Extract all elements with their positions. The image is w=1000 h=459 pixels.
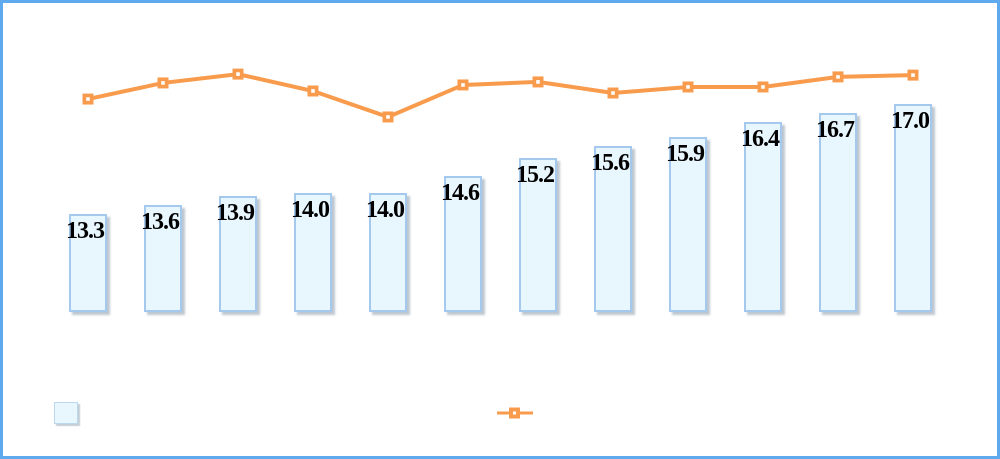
- line-marker-center-dot: [311, 89, 315, 93]
- line-marker-center-dot: [611, 91, 615, 95]
- bar: [894, 104, 932, 312]
- bar: [594, 145, 632, 312]
- bar-data-label: 15.9: [666, 141, 705, 168]
- bar: [819, 113, 857, 312]
- line-marker-icon: [757, 81, 769, 93]
- line-marker-icon: [532, 76, 544, 88]
- line-marker-center-dot: [761, 85, 765, 89]
- line-marker-center-dot: [686, 85, 690, 89]
- line-marker-icon: [457, 79, 469, 91]
- line-marker-icon: [682, 81, 694, 93]
- bar: [69, 214, 107, 312]
- bar-data-label: 13.3: [66, 218, 105, 245]
- line-marker-center-dot: [161, 81, 165, 85]
- bar-data-label: 16.7: [816, 117, 855, 144]
- bar-data-label: 15.2: [516, 161, 555, 188]
- line-marker-icon: [307, 85, 319, 97]
- line-marker-icon: [157, 77, 169, 89]
- bar-data-label: 14.6: [441, 179, 480, 206]
- bar: [519, 157, 557, 312]
- bar: [219, 196, 257, 312]
- line-path: [87, 72, 914, 120]
- bar: [669, 137, 707, 312]
- bar: [369, 193, 407, 312]
- line-marker-icon: [907, 69, 919, 81]
- bar-data-label: 13.9: [216, 200, 255, 227]
- bar: [294, 193, 332, 312]
- bar-data-label: 16.4: [741, 126, 780, 153]
- bar: [144, 205, 182, 312]
- bar-data-label: 17.0: [891, 108, 930, 135]
- line-marker-icon: [382, 111, 394, 123]
- line-marker-center-dot: [836, 75, 840, 79]
- bar-data-label: 14.0: [291, 197, 330, 224]
- bar: [444, 175, 482, 312]
- line-marker-icon: [832, 71, 844, 83]
- line-marker-icon: [232, 68, 244, 80]
- line-marker-center-dot: [86, 97, 90, 101]
- bar-data-label: 15.6: [591, 149, 630, 176]
- line-marker-center-dot: [536, 80, 540, 84]
- line-marker-center-dot: [911, 73, 915, 77]
- line-marker-center-dot: [236, 72, 240, 76]
- bar-data-label: 13.6: [141, 209, 180, 236]
- bar: [744, 122, 782, 312]
- bar-data-label: 14.0: [366, 197, 405, 224]
- line-marker-center-dot: [461, 83, 465, 87]
- line-marker-icon: [82, 93, 94, 105]
- line-marker-icon: [607, 87, 619, 99]
- line-marker-center-dot: [386, 115, 390, 119]
